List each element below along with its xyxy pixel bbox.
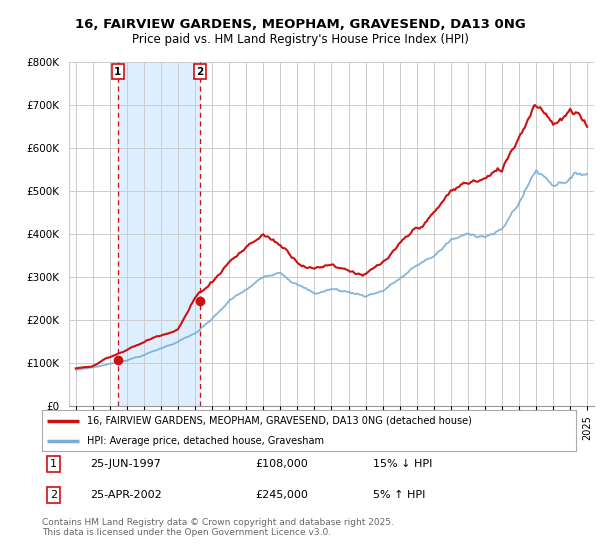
Text: 2: 2: [196, 67, 204, 77]
Text: 16, FAIRVIEW GARDENS, MEOPHAM, GRAVESEND, DA13 0NG (detached house): 16, FAIRVIEW GARDENS, MEOPHAM, GRAVESEND…: [88, 416, 472, 426]
Text: 5% ↑ HPI: 5% ↑ HPI: [373, 490, 425, 500]
Text: HPI: Average price, detached house, Gravesham: HPI: Average price, detached house, Grav…: [88, 436, 325, 446]
Text: Contains HM Land Registry data © Crown copyright and database right 2025.
This d: Contains HM Land Registry data © Crown c…: [42, 518, 394, 538]
Text: 2: 2: [50, 490, 58, 500]
Text: 25-JUN-1997: 25-JUN-1997: [90, 459, 161, 469]
Text: Price paid vs. HM Land Registry's House Price Index (HPI): Price paid vs. HM Land Registry's House …: [131, 33, 469, 46]
Bar: [118, 62, 200, 406]
Text: 1: 1: [114, 67, 121, 77]
Text: 16, FAIRVIEW GARDENS, MEOPHAM, GRAVESEND, DA13 0NG: 16, FAIRVIEW GARDENS, MEOPHAM, GRAVESEND…: [74, 18, 526, 31]
Text: 15% ↓ HPI: 15% ↓ HPI: [373, 459, 433, 469]
Text: £108,000: £108,000: [256, 459, 308, 469]
Text: 1: 1: [50, 459, 57, 469]
Text: 25-APR-2002: 25-APR-2002: [90, 490, 162, 500]
Text: £245,000: £245,000: [256, 490, 308, 500]
